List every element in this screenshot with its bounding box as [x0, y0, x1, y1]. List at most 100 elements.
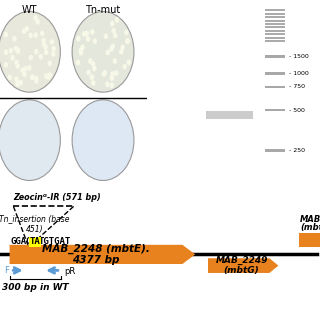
Text: - 750: - 750 — [289, 84, 305, 90]
Circle shape — [4, 62, 8, 68]
Bar — [265, 72, 285, 75]
Circle shape — [123, 64, 127, 69]
Circle shape — [25, 26, 29, 32]
Circle shape — [111, 28, 116, 34]
Circle shape — [28, 33, 33, 38]
Text: pR: pR — [65, 267, 76, 276]
Circle shape — [114, 70, 118, 76]
Bar — [265, 33, 285, 35]
Circle shape — [86, 36, 90, 42]
Circle shape — [22, 71, 27, 77]
Circle shape — [27, 65, 31, 71]
Circle shape — [23, 66, 28, 72]
Circle shape — [72, 12, 134, 92]
Circle shape — [92, 66, 97, 71]
Circle shape — [15, 47, 20, 53]
Bar — [265, 37, 285, 39]
Circle shape — [14, 45, 18, 51]
Text: Tn-mut: Tn-mut — [85, 5, 121, 15]
Circle shape — [4, 49, 8, 55]
Circle shape — [39, 54, 43, 60]
Text: TGTGAT: TGTGAT — [39, 237, 71, 246]
Bar — [265, 13, 285, 15]
Text: GGAG: GGAG — [10, 237, 32, 246]
Circle shape — [48, 72, 52, 78]
Circle shape — [50, 39, 54, 45]
Circle shape — [28, 55, 33, 60]
Text: Tn_insertion (base
451): Tn_insertion (base 451) — [0, 214, 70, 234]
Circle shape — [0, 12, 60, 92]
Circle shape — [79, 50, 83, 56]
Text: - 1500: - 1500 — [289, 54, 309, 59]
Circle shape — [126, 60, 131, 65]
Bar — [265, 86, 285, 88]
Bar — [265, 149, 285, 152]
Circle shape — [9, 48, 13, 53]
Circle shape — [15, 81, 20, 87]
Circle shape — [72, 100, 134, 180]
Text: - 500: - 500 — [289, 108, 305, 113]
Circle shape — [34, 78, 39, 84]
Circle shape — [14, 76, 19, 82]
Text: - 250: - 250 — [289, 148, 305, 153]
Circle shape — [125, 38, 130, 44]
Bar — [265, 9, 285, 11]
Circle shape — [101, 71, 106, 77]
Circle shape — [84, 30, 89, 36]
Text: WT: WT — [22, 5, 37, 15]
FancyArrow shape — [208, 258, 278, 273]
Circle shape — [90, 74, 94, 80]
Circle shape — [104, 34, 108, 39]
Circle shape — [4, 32, 8, 37]
Circle shape — [12, 36, 17, 42]
Circle shape — [93, 38, 97, 44]
Circle shape — [43, 44, 48, 50]
Circle shape — [20, 68, 25, 73]
Circle shape — [48, 60, 52, 66]
Circle shape — [46, 74, 51, 80]
Circle shape — [16, 47, 20, 53]
FancyArrow shape — [299, 233, 320, 247]
Circle shape — [44, 50, 48, 55]
Circle shape — [103, 70, 107, 76]
Bar — [265, 30, 285, 32]
Circle shape — [90, 29, 94, 35]
Text: (mbt: (mbt — [300, 223, 320, 232]
Circle shape — [51, 51, 56, 57]
Circle shape — [124, 29, 129, 35]
Bar — [265, 55, 285, 58]
Circle shape — [44, 73, 48, 79]
Bar — [152, 56, 204, 65]
Circle shape — [33, 15, 38, 21]
Circle shape — [109, 46, 114, 52]
Text: MAB_2248 (mbtE).
4377 bp: MAB_2248 (mbtE). 4377 bp — [42, 244, 150, 265]
Circle shape — [88, 58, 92, 64]
Circle shape — [36, 19, 40, 25]
Circle shape — [11, 55, 15, 60]
Circle shape — [14, 60, 19, 66]
FancyArrow shape — [10, 245, 195, 264]
Circle shape — [91, 61, 95, 67]
Circle shape — [16, 63, 20, 69]
Bar — [265, 109, 285, 111]
Circle shape — [42, 41, 46, 47]
Circle shape — [0, 100, 60, 180]
Bar — [265, 20, 285, 21]
Circle shape — [79, 47, 83, 53]
Circle shape — [106, 50, 110, 55]
Circle shape — [115, 17, 119, 23]
Bar — [265, 27, 285, 28]
Circle shape — [16, 48, 20, 54]
Circle shape — [110, 75, 114, 81]
Circle shape — [105, 82, 109, 87]
Circle shape — [80, 44, 85, 50]
Circle shape — [111, 44, 115, 49]
Text: F: F — [4, 266, 9, 275]
Circle shape — [125, 38, 130, 44]
Text: MAB_: MAB_ — [300, 215, 320, 224]
Circle shape — [113, 58, 117, 64]
Circle shape — [86, 70, 91, 76]
Text: WT: WT — [224, 166, 236, 175]
Text: TA: TA — [29, 237, 40, 246]
Text: - 1000: - 1000 — [289, 71, 309, 76]
